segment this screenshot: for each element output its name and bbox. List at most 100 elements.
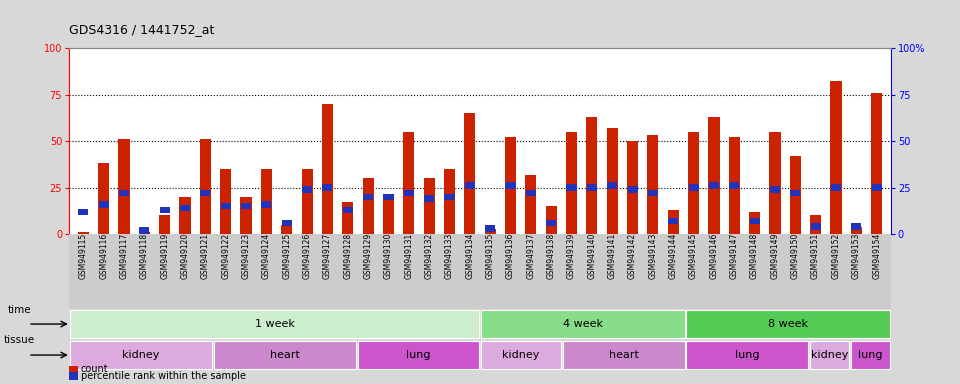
Text: heart: heart bbox=[270, 350, 300, 360]
Bar bbox=[790, 156, 801, 234]
Bar bbox=[769, 132, 780, 234]
Bar bbox=[159, 215, 170, 234]
Bar bbox=[730, 182, 739, 189]
Text: tissue: tissue bbox=[4, 335, 35, 345]
Bar bbox=[139, 232, 150, 234]
Bar bbox=[221, 203, 230, 209]
Bar bbox=[281, 225, 293, 234]
Bar bbox=[627, 141, 638, 234]
Bar bbox=[220, 169, 231, 234]
Bar bbox=[363, 194, 373, 200]
Bar bbox=[506, 182, 516, 189]
Bar bbox=[200, 139, 211, 234]
Bar bbox=[587, 117, 597, 234]
Bar bbox=[70, 341, 212, 369]
Bar bbox=[241, 197, 252, 234]
Bar bbox=[485, 228, 495, 234]
Bar bbox=[566, 184, 577, 191]
Bar bbox=[79, 209, 88, 215]
Bar bbox=[403, 132, 415, 234]
Bar bbox=[607, 182, 617, 189]
Bar bbox=[686, 310, 890, 338]
Bar bbox=[505, 137, 516, 234]
Bar bbox=[830, 81, 842, 234]
Text: percentile rank within the sample: percentile rank within the sample bbox=[81, 371, 246, 381]
Bar bbox=[790, 190, 801, 196]
Bar bbox=[180, 197, 191, 234]
Bar bbox=[871, 93, 882, 234]
Bar bbox=[424, 195, 434, 202]
Bar bbox=[525, 175, 537, 234]
Bar bbox=[831, 184, 841, 191]
Text: count: count bbox=[81, 364, 108, 374]
Text: kidney: kidney bbox=[502, 350, 540, 360]
Bar bbox=[423, 178, 435, 234]
Bar bbox=[241, 203, 252, 209]
Bar bbox=[139, 227, 150, 233]
Bar bbox=[566, 132, 577, 234]
Bar bbox=[686, 341, 808, 369]
Text: lung: lung bbox=[734, 350, 759, 360]
Bar bbox=[118, 139, 130, 234]
Bar bbox=[688, 184, 699, 191]
Bar bbox=[302, 186, 312, 193]
Bar bbox=[810, 215, 821, 234]
Text: kidney: kidney bbox=[810, 350, 848, 360]
Bar bbox=[481, 341, 562, 369]
Bar bbox=[261, 201, 272, 208]
Bar bbox=[607, 128, 618, 234]
Bar bbox=[809, 341, 849, 369]
Bar bbox=[201, 190, 210, 196]
Bar bbox=[750, 218, 759, 224]
Bar bbox=[78, 232, 89, 234]
Bar bbox=[301, 169, 313, 234]
Bar bbox=[343, 207, 353, 213]
Bar bbox=[444, 169, 455, 234]
Bar bbox=[667, 210, 679, 234]
Bar bbox=[563, 341, 684, 369]
Bar bbox=[70, 310, 479, 338]
Bar bbox=[180, 205, 190, 211]
Bar bbox=[214, 341, 356, 369]
Text: lung: lung bbox=[858, 350, 882, 360]
Bar bbox=[668, 218, 679, 224]
Bar bbox=[481, 310, 684, 338]
Bar bbox=[357, 341, 479, 369]
Bar bbox=[852, 223, 861, 230]
Bar bbox=[281, 220, 292, 226]
Bar bbox=[98, 163, 109, 234]
Bar bbox=[648, 190, 658, 196]
Bar bbox=[851, 227, 862, 234]
Text: GDS4316 / 1441752_at: GDS4316 / 1441752_at bbox=[69, 23, 214, 36]
Bar bbox=[342, 202, 353, 234]
Bar bbox=[546, 220, 556, 226]
Bar bbox=[729, 137, 740, 234]
Bar bbox=[647, 136, 659, 234]
Text: time: time bbox=[8, 305, 32, 315]
Bar bbox=[159, 207, 170, 213]
Text: lung: lung bbox=[406, 350, 431, 360]
Bar bbox=[526, 190, 536, 196]
Bar bbox=[383, 197, 394, 234]
Bar bbox=[872, 184, 881, 191]
Bar bbox=[323, 184, 332, 191]
Text: heart: heart bbox=[609, 350, 638, 360]
Bar bbox=[628, 186, 637, 193]
Bar bbox=[708, 117, 719, 234]
Bar bbox=[851, 341, 890, 369]
Bar bbox=[545, 206, 557, 234]
Bar bbox=[770, 186, 780, 193]
Text: 4 week: 4 week bbox=[563, 319, 603, 329]
Bar bbox=[404, 190, 414, 196]
Bar bbox=[749, 212, 760, 234]
Bar bbox=[465, 182, 475, 189]
Bar bbox=[322, 104, 333, 234]
Text: 1 week: 1 week bbox=[254, 319, 295, 329]
Bar bbox=[485, 225, 495, 232]
Bar bbox=[810, 223, 821, 230]
Bar bbox=[383, 194, 394, 200]
Bar bbox=[465, 113, 475, 234]
Bar bbox=[99, 201, 108, 208]
Text: 8 week: 8 week bbox=[768, 319, 808, 329]
Bar bbox=[587, 184, 597, 191]
